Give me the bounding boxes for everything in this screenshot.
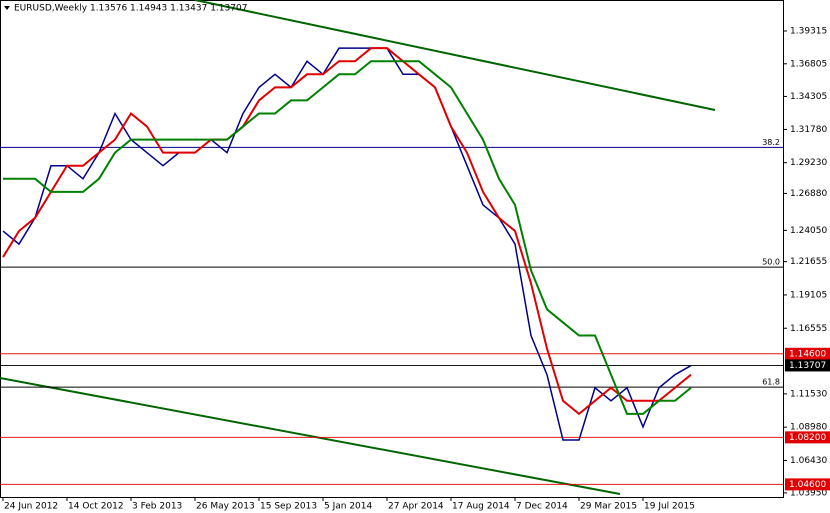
x-tick-label: 14 Oct 2012	[68, 502, 124, 512]
y-tick-label: 1.31780	[790, 125, 827, 135]
y-tick-label: 1.19105	[790, 290, 827, 300]
y-tick-label: 1.21655	[790, 257, 827, 267]
chart-title: EURUSD,Weekly 1.13576 1.14943 1.13437 1.…	[14, 4, 247, 14]
x-tick-label: 7 Dec 2014	[516, 502, 568, 512]
y-tick-label: 1.39315	[790, 27, 827, 37]
price-label-box	[785, 431, 830, 444]
price-label: 1.13707	[789, 361, 826, 371]
y-tick-label: 1.34305	[790, 92, 827, 102]
price-label: 1.14600	[789, 349, 826, 359]
x-tick-label: 17 Aug 2014	[452, 502, 510, 512]
y-tick-label: 1.11530	[790, 389, 827, 399]
y-tick-label: 1.16555	[790, 324, 827, 334]
series-line	[2, 47, 692, 441]
price-label-box	[785, 347, 830, 360]
fib-label: 61.8	[762, 378, 780, 387]
y-tick-label: 1.03950	[790, 488, 827, 498]
y-tick-label: 1.29230	[790, 158, 827, 168]
x-tick-label: 27 Apr 2014	[388, 502, 444, 512]
price-label-box	[785, 478, 830, 491]
symbol-marker	[4, 6, 10, 10]
x-tick-label: 29 Mar 2015	[580, 502, 637, 512]
y-tick-label: 1.36805	[790, 59, 827, 69]
x-tick-label: 3 Feb 2013	[132, 502, 182, 512]
price-label: 1.08200	[789, 433, 826, 443]
x-tick-label: 19 Jul 2015	[644, 502, 695, 512]
trend-line	[0, 377, 621, 495]
y-tick-label: 1.24050	[790, 226, 827, 236]
fib-label: 38.2	[762, 138, 780, 147]
series-line	[2, 47, 692, 416]
price-label-box	[785, 359, 830, 372]
x-tick-label: 5 Jan 2014	[324, 502, 372, 512]
fib-label: 50.0	[762, 258, 780, 267]
x-tick-label: 26 May 2013	[196, 502, 255, 512]
trend-line	[194, 0, 716, 111]
y-tick-label: 1.08980	[790, 423, 827, 433]
x-tick-label: 24 Jun 2012	[4, 502, 58, 512]
x-tick-label: 15 Sep 2013	[260, 502, 317, 512]
y-tick-label: 1.26880	[790, 189, 827, 199]
plot-frame	[0, 0, 784, 498]
y-tick-label: 1.06430	[790, 456, 827, 466]
price-label: 1.04600	[789, 480, 826, 490]
series-line	[3, 60, 692, 415]
